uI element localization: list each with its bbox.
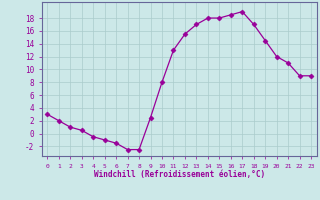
X-axis label: Windchill (Refroidissement éolien,°C): Windchill (Refroidissement éolien,°C) [94,170,265,179]
